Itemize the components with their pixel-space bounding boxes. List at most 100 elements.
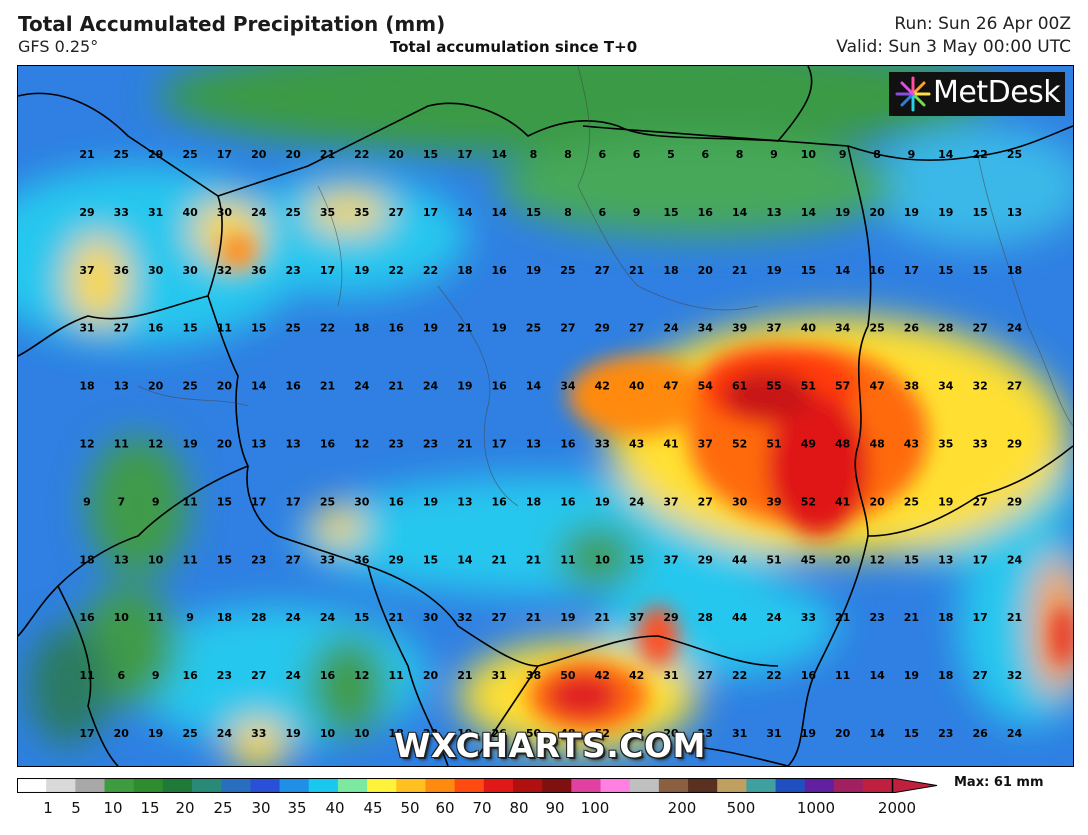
grid-value-label: 24 — [629, 495, 645, 508]
grid-value-label: 12 — [148, 438, 163, 451]
grid-value-label: 16 — [389, 322, 405, 335]
grid-value-label: 25 — [114, 148, 129, 161]
grid-value-label: 18 — [526, 495, 541, 508]
grid-value-label: 34 — [698, 322, 714, 335]
grid-value-label: 38 — [904, 380, 919, 393]
grid-value-label: 32 — [457, 611, 472, 624]
grid-value-label: 31 — [492, 669, 507, 682]
grid-value-label: 10 — [801, 148, 817, 161]
grid-value-label: 39 — [766, 495, 781, 508]
grid-value-label: 21 — [732, 264, 747, 277]
scale-swatch — [337, 778, 368, 793]
grid-value-label: 20 — [869, 495, 885, 508]
grid-value-label: 51 — [801, 380, 816, 393]
grid-value-label: 37 — [766, 322, 781, 335]
grid-value-label: 22 — [389, 264, 404, 277]
grid-value-label: 27 — [629, 322, 644, 335]
grid-value-label: 15 — [904, 727, 919, 740]
grid-value-label: 29 — [595, 322, 610, 335]
precipitation-map[interactable]: 21 25 29 25 17 20 20 21 22 20 15 17 14 8 8 6 6 5 6 8 9 10 9 8 9 1… — [17, 65, 1074, 767]
grid-value-label: 29 — [1007, 495, 1022, 508]
grid-value-label: 21 — [457, 438, 472, 451]
color-scale-labels: 1 5 10 15 20 25 30 35 40 45 50 60 70 80 90 100 200 500 100… — [17, 799, 947, 819]
grid-value-label: 21 — [492, 553, 507, 566]
grid-value-label: 12 — [354, 438, 369, 451]
scale-swatch — [688, 778, 718, 793]
grid-value-label: 13 — [938, 553, 953, 566]
grid-value-label: 21 — [79, 148, 94, 161]
grid-value-label: 12 — [79, 438, 94, 451]
scale-swatch — [600, 778, 631, 793]
grid-value-label: 35 — [354, 206, 369, 219]
grid-value-label: 43 — [629, 438, 644, 451]
grid-value-label: 21 — [320, 148, 335, 161]
grid-value-label: 35 — [320, 206, 335, 219]
grid-value-label: 37 — [629, 611, 644, 624]
grid-value-label: 32 — [1007, 669, 1022, 682]
grid-value-label: 19 — [457, 727, 472, 740]
scale-tick-label: 200 — [667, 799, 697, 817]
grid-value-label: 16 — [285, 380, 301, 393]
value-grid: 21 25 29 25 17 20 20 21 22 20 15 17 14 8 8 6 6 5 6 8 9 10 9 8 9 1… — [79, 148, 1022, 740]
grid-value-label: 20 — [663, 727, 679, 740]
scale-swatch — [279, 778, 310, 793]
grid-value-label: 44 — [732, 553, 748, 566]
map-canvas: 21 25 29 25 17 20 20 21 22 20 15 17 14 8 8 6 6 5 6 8 9 10 9 8 9 1… — [18, 66, 1073, 766]
grid-value-label: 24 — [663, 322, 679, 335]
grid-value-label: 11 — [114, 438, 129, 451]
grid-value-label: 15 — [526, 206, 541, 219]
grid-value-label: 9 — [908, 148, 916, 161]
grid-value-label: 52 — [801, 495, 816, 508]
scale-tick-label: 10 — [103, 799, 123, 817]
grid-value-label: 23 — [938, 727, 953, 740]
scale-swatch — [367, 778, 397, 793]
grid-value-label: 18 — [663, 264, 678, 277]
grid-value-label: 15 — [663, 206, 678, 219]
color-scale-bar — [17, 778, 938, 793]
metdesk-burst-icon — [895, 76, 931, 112]
grid-value-label: 28 — [251, 611, 266, 624]
grid-value-label: 33 — [801, 611, 816, 624]
grid-value-label: 45 — [801, 553, 816, 566]
grid-value-label: 24 — [285, 611, 301, 624]
grid-value-label: 30 — [182, 264, 198, 277]
grid-value-label: 20 — [835, 727, 851, 740]
grid-value-label: 24 — [285, 669, 301, 682]
grid-value-label: 21 — [457, 669, 472, 682]
scale-outline — [17, 778, 894, 793]
grid-value-label: 25 — [182, 148, 197, 161]
grid-value-label: 23 — [285, 264, 300, 277]
grid-value-label: 20 — [114, 727, 130, 740]
grid-value-label: 16 — [492, 380, 508, 393]
grid-value-label: 27 — [1007, 380, 1022, 393]
grid-value-label: 27 — [114, 322, 129, 335]
scale-swatch — [629, 778, 660, 793]
scale-swatch — [746, 778, 777, 793]
grid-value-label: 13 — [251, 438, 266, 451]
grid-value-label: 29 — [79, 206, 94, 219]
grid-value-label: 21 — [526, 611, 541, 624]
grid-value-label: 34 — [560, 380, 576, 393]
grid-value-label: 27 — [595, 264, 610, 277]
grid-value-label: 25 — [285, 206, 300, 219]
precipitation-field — [18, 66, 1073, 766]
grid-value-label: 16 — [182, 669, 198, 682]
grid-value-label: 33 — [251, 727, 266, 740]
scale-swatch — [775, 778, 806, 793]
borders — [18, 66, 1073, 766]
grid-value-label: 50 — [526, 727, 542, 740]
grid-value-label: 57 — [835, 380, 850, 393]
chart-subtitle: Total accumulation since T+0 — [390, 38, 638, 56]
grid-value-label: 11 — [182, 495, 197, 508]
grid-value-label: 24 — [1007, 727, 1023, 740]
grid-value-label: 26 — [492, 727, 508, 740]
grid-value-label: 18 — [354, 322, 369, 335]
grid-value-label: 14 — [869, 669, 885, 682]
grid-value-label: 10 — [320, 727, 336, 740]
grid-value-label: 61 — [732, 380, 747, 393]
grid-value-label: 14 — [251, 380, 267, 393]
grid-value-label: 18 — [457, 264, 472, 277]
grid-value-label: 21 — [595, 611, 610, 624]
grid-value-label: 42 — [629, 669, 644, 682]
grid-value-label: 11 — [79, 669, 94, 682]
